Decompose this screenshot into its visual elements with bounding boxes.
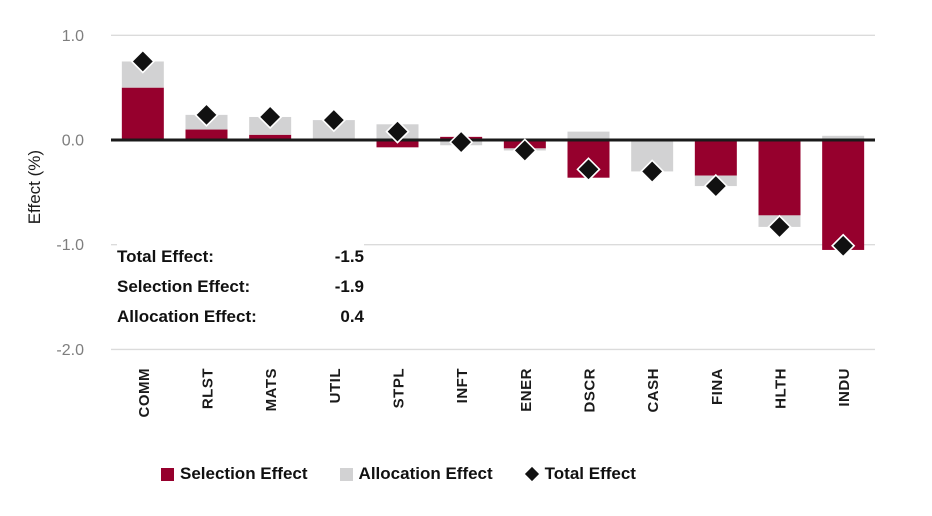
legend-label-allocation-effect: Allocation Effect (358, 464, 493, 483)
x-axis-label-STPL: STPL (391, 368, 408, 408)
annotation-allocation-value: 0.4 (340, 307, 364, 326)
bar-selection-effect-COMM (121, 87, 164, 140)
total-effect-marker-HLTH (767, 214, 792, 240)
x-axis-label-DSCR: DSCR (582, 368, 599, 413)
bar-selection-effect-INDU (822, 140, 865, 250)
bar-allocation-effect-DSCR (567, 131, 610, 140)
annotation-row-selection: Selection Effect: -1.9 (117, 272, 364, 302)
x-axis-label-MATS: MATS (263, 368, 280, 411)
annotation-row-allocation: Allocation Effect: 0.4 (117, 302, 364, 332)
x-axis-label-INFT: INFT (454, 368, 471, 403)
bar-selection-effect-HLTH (758, 140, 801, 216)
x-axis-label-INDU: INDU (836, 368, 853, 407)
legend-item-allocation-effect: Allocation Effect (339, 464, 493, 484)
total-effect-marker-FINA (703, 173, 728, 199)
x-axis-label-COMM: COMM (136, 368, 153, 418)
selection-effect-swatch-icon (161, 467, 174, 481)
x-axis-label-UTIL: UTIL (327, 368, 344, 403)
x-axis-label-CASH: CASH (645, 368, 662, 413)
legend-item-selection-effect: Selection Effect (161, 464, 308, 484)
bar-selection-effect-RLST (185, 129, 228, 140)
total-effect-marker-ENER (512, 138, 537, 163)
total-effect-marker-DSCR (576, 157, 601, 182)
y-tick-label: -1.0 (56, 237, 84, 254)
x-axis-label-FINA: FINA (709, 368, 726, 405)
legend-label-total-effect: Total Effect (544, 464, 636, 483)
total-effect-marker-COMM (130, 49, 155, 74)
legend-item-total-effect: Total Effect (524, 464, 636, 484)
total-effect-marker-UTIL (321, 107, 346, 133)
annotation-total-value: -1.5 (334, 247, 364, 266)
total-effect-marker-INDU (831, 233, 856, 258)
annotation-total-label: Total Effect: (117, 247, 214, 266)
total-effect-marker-RLST (194, 102, 219, 128)
x-axis-label-RLST: RLST (200, 368, 217, 409)
total-effect-marker-MATS (258, 104, 283, 130)
total-effect-marker-CASH (640, 159, 665, 184)
total-effect-marker-INFT (449, 129, 474, 155)
total-effect-marker-STPL (385, 119, 410, 144)
summary-annotation: Total Effect: -1.5 Selection Effect: -1.… (117, 242, 364, 332)
annotation-row-total: Total Effect: -1.5 (117, 242, 364, 272)
bar-selection-effect-FINA (694, 140, 737, 176)
bar-selection-effect-MATS (249, 134, 292, 140)
y-tick-label: -2.0 (56, 342, 84, 359)
total-effect-diamond-icon (524, 466, 539, 482)
annotation-selection-value: -1.9 (334, 277, 364, 296)
y-tick-label: 0.0 (62, 133, 84, 150)
y-tick-label: 1.0 (62, 28, 84, 45)
allocation-effect-swatch-icon (339, 467, 353, 481)
annotation-selection-label: Selection Effect: (117, 277, 251, 296)
legend-label-selection-effect: Selection Effect (180, 464, 308, 483)
x-axis-label-ENER: ENER (518, 368, 535, 412)
bar-allocation-effect-INDU (822, 135, 865, 140)
x-axis-label-HLTH: HLTH (773, 368, 790, 409)
annotation-allocation-label: Allocation Effect: (117, 307, 257, 326)
chart-legend: Selection Effect Allocation Effect Total… (161, 464, 636, 484)
y-axis-title: Effect (%) (25, 150, 44, 224)
